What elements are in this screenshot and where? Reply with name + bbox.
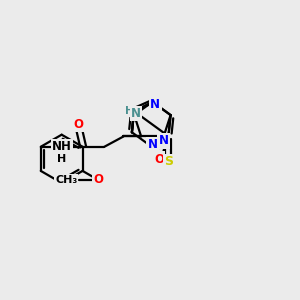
Text: CH₃: CH₃ [55,175,77,185]
Text: N: N [159,134,169,147]
Text: N: N [150,98,161,111]
Text: O: O [154,153,164,166]
Text: O: O [93,173,103,186]
Text: H: H [124,106,133,116]
Text: O: O [74,118,84,131]
Text: NH: NH [52,140,72,153]
Text: H: H [57,154,67,164]
Text: S: S [164,155,173,168]
Text: N: N [148,138,158,151]
Text: N: N [131,107,141,120]
